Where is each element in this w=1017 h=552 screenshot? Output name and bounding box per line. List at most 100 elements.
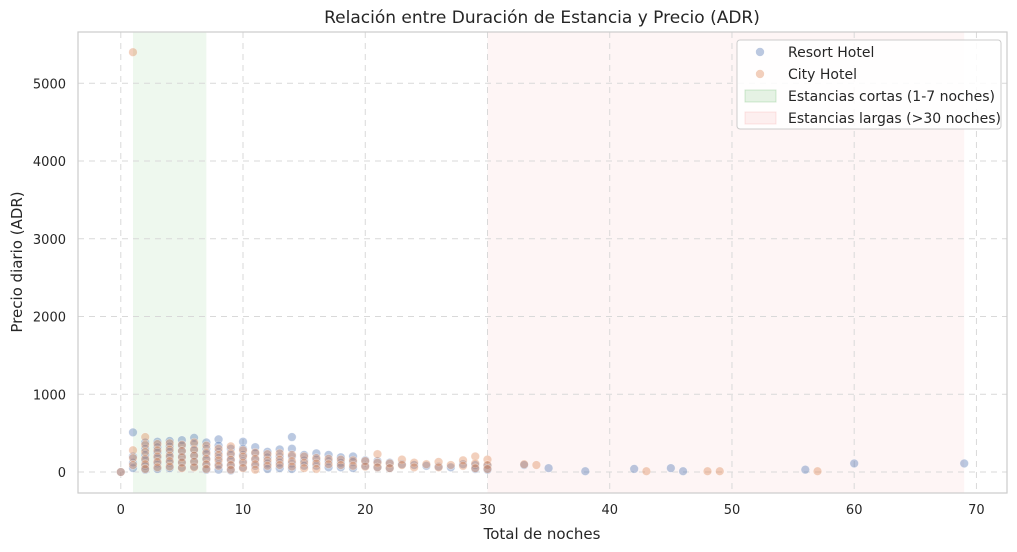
city-hotel-point [238,458,248,468]
resort-hotel-point [177,435,187,445]
resort-hotel-point [323,450,334,460]
city-hotel-point [250,459,260,469]
city-hotel-point [201,454,211,464]
city-hotel-point [470,463,480,473]
resort-hotel-point [165,441,175,451]
city-hotel-point [470,451,480,462]
resort-hotel-point [348,451,358,462]
city-hotel-point [519,459,529,469]
city-hotel-point [250,465,260,475]
city-hotel-point [165,438,175,448]
city-hotel-point [128,460,138,470]
plot-frame [77,31,1008,494]
resort-hotel-point [201,437,211,448]
resort-hotel-point [409,460,419,470]
resort-hotel-point [213,434,224,444]
city-hotel-point [531,460,541,470]
city-hotel-point [458,461,468,471]
city-hotel-point [140,459,150,469]
resort-hotel-point [201,444,211,454]
resort-hotel-point [299,455,309,465]
city-hotel-point [165,456,175,466]
y-tick-label: 5000 [33,77,66,92]
city-hotel-point [238,451,248,462]
shaded-region-short-stays [133,32,207,493]
city-hotel-point [226,465,236,475]
resort-hotel-point [336,462,346,472]
x-tick-label: 20 [357,503,374,518]
city-hotel-point [641,466,652,476]
city-hotel-point [213,444,224,454]
resort-hotel-point [140,437,150,448]
city-hotel-point [152,451,163,462]
resort-hotel-point [678,466,688,476]
city-hotel-point [812,466,823,476]
city-hotel-point [311,464,321,474]
resort-hotel-point [666,463,676,473]
city-hotel-point [421,459,431,469]
x-tick-label: 10 [235,503,252,518]
data-points [116,47,969,477]
y-axis-label: Precio diario (ADR) [8,191,26,332]
city-hotel-point [128,445,138,455]
city-hotel-point [238,463,248,473]
city-hotel-point [385,463,395,473]
city-hotel-point [189,462,199,472]
resort-hotel-point [323,456,334,466]
city-hotel-point [482,454,493,465]
x-axis-ticks: 0 10 20 30 40 50 60 70 [117,503,985,518]
city-hotel-point [250,454,260,464]
city-hotel-point [372,462,383,472]
resort-hotel-point [849,458,859,469]
resort-hotel-point [128,458,138,468]
chart-title: Relación entre Duración de Estancia y Pr… [324,8,760,28]
resort-hotel-point [140,450,150,460]
city-hotel-point [189,451,199,461]
resort-hotel-point [348,463,358,473]
legend-swatch-long-stays [744,111,777,125]
x-tick-label: 40 [601,503,618,518]
x-tick-label: 0 [117,503,125,518]
resort-hotel-point [140,444,150,454]
city-hotel-point [152,439,163,449]
city-hotel-point [201,464,211,474]
city-hotel-point [275,448,285,458]
legend-label-city-hotel: City Hotel [788,67,857,83]
city-hotel-point [189,444,199,455]
city-hotel-point [287,456,297,466]
city-hotel-point [311,453,321,463]
city-hotel-point [323,459,334,469]
city-hotel-point [299,463,309,473]
city-hotel-point [177,452,187,462]
city-hotel-point [458,455,468,465]
resort-hotel-point [446,462,456,472]
x-tick-label: 60 [846,503,863,518]
city-hotel-point [372,458,383,468]
city-hotel-point [409,458,419,468]
city-hotel-point [177,463,187,473]
resort-hotel-point [262,458,273,469]
legend-label-resort-hotel: Resort Hotel [788,45,874,61]
city-hotel-point [482,460,493,470]
legend-box [736,39,1002,130]
city-hotel-point [433,457,444,467]
city-hotel-point [287,461,297,472]
resort-hotel-point [250,442,260,452]
resort-hotel-point [152,442,163,452]
city-hotel-point [336,460,346,470]
city-hotel-point [360,461,370,472]
city-hotel-point [262,449,273,459]
resort-hotel-point [544,463,554,473]
city-hotel-point [140,454,150,464]
city-hotel-point [140,447,150,457]
resort-hotel-point [189,433,199,443]
city-hotel-point [165,444,175,455]
resort-hotel-point [287,432,297,442]
city-hotel-point [299,458,309,468]
y-tick-label: 3000 [33,233,66,248]
legend-swatch-short-stays [744,89,777,103]
legend: Resort Hotel City Hotel Estancias cortas (… [736,39,1002,130]
city-hotel-point [213,461,224,471]
resort-hotel-point [275,444,285,455]
city-hotel-point [397,460,407,470]
